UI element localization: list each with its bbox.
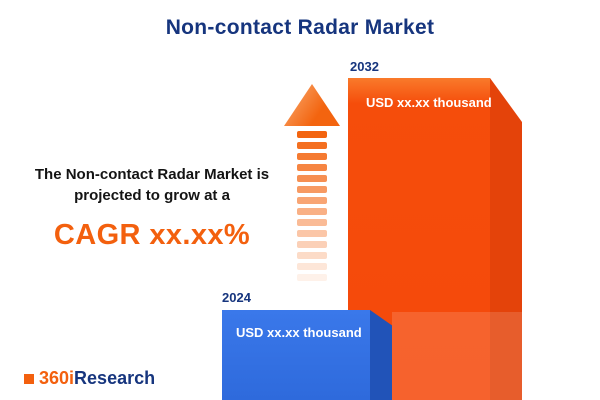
arrow-stripe	[297, 197, 327, 204]
arrow-stripe	[297, 219, 327, 226]
page-title: Non-contact Radar Market	[165, 16, 435, 39]
logo-part-1: 360i	[39, 368, 75, 388]
cagr-text: CAGR xx.xx%	[53, 219, 251, 251]
arrow-stripe	[297, 208, 327, 215]
bar-2024	[222, 310, 370, 400]
bar-2032-year-label: 2032	[350, 59, 379, 74]
arrow-stripe	[297, 274, 327, 281]
arrow-shaft	[297, 131, 327, 285]
bar-2032-highlight	[392, 312, 522, 400]
growth-arrow-head-icon	[284, 84, 340, 126]
arrow-stripe	[297, 142, 327, 149]
arrow-stripe	[297, 252, 327, 259]
intro-line-1: The Non-contact Radar Market is	[34, 166, 270, 183]
arrow-stripe	[297, 241, 327, 248]
arrow-stripe	[297, 153, 327, 160]
bar-2024-year-label: 2024	[222, 290, 251, 305]
logo-part-2: Research	[74, 368, 156, 388]
logo-square-icon	[24, 373, 34, 384]
bar-2024-value-label: USD xx.xx thousand	[236, 325, 362, 340]
arrow-stripe	[297, 230, 327, 237]
bar-2024-side-face	[370, 310, 392, 400]
logo: 360i Research	[24, 368, 155, 389]
arrow-stripe	[297, 131, 327, 138]
bar-2032-value-label: USD xx.xx thousand	[366, 95, 492, 110]
arrow-stripe	[297, 164, 327, 171]
arrow-stripe	[297, 175, 327, 182]
arrow-stripe	[297, 186, 327, 193]
arrow-stripe	[297, 263, 327, 270]
intro-text: The Non-contact Radar Market is projecte…	[14, 164, 290, 256]
intro-line-2: projected to grow at a	[74, 187, 230, 204]
